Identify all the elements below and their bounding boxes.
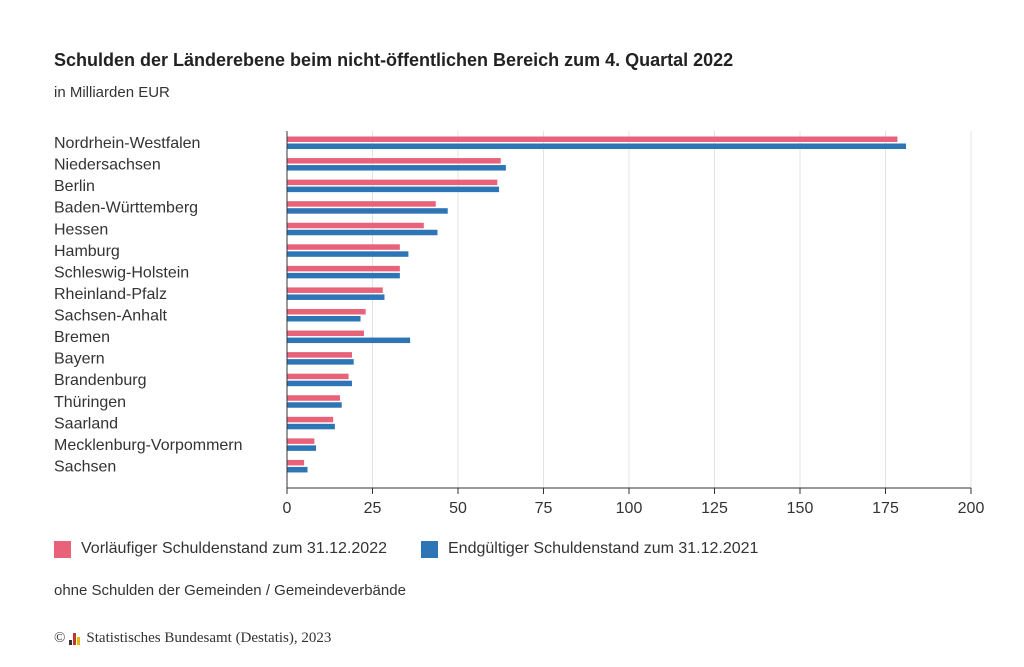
bar-2022 bbox=[287, 158, 501, 164]
bar-2021 bbox=[287, 143, 907, 149]
category-label: Rheinland-Pfalz bbox=[54, 286, 167, 303]
category-label: Saarland bbox=[54, 415, 118, 432]
x-tick-label: 150 bbox=[787, 500, 814, 517]
category-label: Bayern bbox=[54, 351, 105, 368]
x-tick-label: 0 bbox=[283, 500, 292, 517]
legend-label-2022: Vorläufiger Schuldenstand zum 31.12.2022 bbox=[81, 540, 387, 557]
bar-2022 bbox=[287, 395, 341, 401]
bar-2021 bbox=[287, 359, 354, 365]
x-tick-label: 25 bbox=[364, 500, 382, 517]
x-tick-label: 50 bbox=[449, 500, 467, 517]
bar-2021 bbox=[287, 466, 308, 473]
bar-2021 bbox=[287, 251, 409, 257]
bar-2022 bbox=[287, 265, 400, 272]
bar-2021 bbox=[287, 229, 438, 236]
category-label: Niedersachsen bbox=[54, 157, 161, 174]
bar-2022 bbox=[287, 201, 436, 207]
bar-chart: Nordrhein-Westfalen Niedersachsen Berlin Ba… bbox=[54, 131, 985, 517]
source-line: © Statistisches Bundesamt (Destatis), 20… bbox=[54, 630, 331, 647]
category-label: Brandenburg bbox=[54, 372, 147, 389]
legend: Vorläufiger Schuldenstand zum 31.12.2022… bbox=[54, 540, 792, 558]
legend-swatch-2022 bbox=[54, 540, 71, 558]
chart-title: Schulden der Länderebene beim nicht-öffe… bbox=[54, 50, 734, 70]
category-label: Nordrhein-Westfalen bbox=[54, 135, 200, 152]
bar-2022 bbox=[287, 136, 898, 142]
bar-2021 bbox=[287, 337, 411, 344]
bar-2022 bbox=[287, 244, 400, 250]
legend-swatch-2021 bbox=[421, 540, 438, 558]
source-text: Statistisches Bundesamt (Destatis), 2023 bbox=[86, 630, 332, 646]
category-label: Hamburg bbox=[54, 243, 120, 260]
legend-label-2021: Endgültiger Schuldenstand zum 31.12.2021 bbox=[448, 540, 759, 557]
category-label: Berlin bbox=[54, 178, 95, 195]
bar-2021 bbox=[287, 272, 400, 279]
footnote: ohne Schulden der Gemeinden / Gemeindeve… bbox=[54, 582, 406, 599]
x-tick-label: 200 bbox=[958, 500, 985, 517]
legend-item-2021[interactable]: Endgültiger Schuldenstand zum 31.12.2021 bbox=[421, 540, 758, 558]
category-label: Hessen bbox=[54, 221, 108, 238]
category-label: Mecklenburg-Vorpommern bbox=[54, 437, 243, 454]
bar-2021 bbox=[287, 186, 500, 193]
category-label: Thüringen bbox=[54, 394, 126, 411]
bar-2022 bbox=[287, 330, 364, 337]
bar-2022 bbox=[287, 438, 315, 444]
bar-2022 bbox=[287, 459, 305, 466]
destatis-logo-icon bbox=[69, 632, 81, 645]
category-label: Bremen bbox=[54, 329, 110, 346]
bar-2022 bbox=[287, 309, 366, 315]
category-label: Sachsen-Anhalt bbox=[54, 308, 168, 325]
bar-2021 bbox=[287, 165, 506, 171]
bar-2022 bbox=[287, 179, 498, 186]
bar-2022 bbox=[287, 287, 383, 293]
bar-2021 bbox=[287, 380, 352, 387]
x-tick-label: 175 bbox=[872, 500, 899, 517]
bar-2022 bbox=[287, 352, 352, 358]
bar-2021 bbox=[287, 294, 385, 300]
x-tick-label: 125 bbox=[701, 500, 728, 517]
bar-2022 bbox=[287, 373, 349, 380]
x-tick-label: 75 bbox=[535, 500, 553, 517]
legend-item-2022[interactable]: Vorläufiger Schuldenstand zum 31.12.2022 bbox=[54, 540, 387, 558]
chart-subtitle: in Milliarden EUR bbox=[54, 84, 170, 101]
bar-2022 bbox=[287, 416, 334, 423]
bar-2022 bbox=[287, 222, 424, 229]
category-label: Sachsen bbox=[54, 458, 116, 475]
bar-2021 bbox=[287, 316, 361, 322]
x-tick-label: 100 bbox=[616, 500, 643, 517]
copyright-symbol: © bbox=[54, 630, 66, 646]
bar-2021 bbox=[287, 402, 342, 408]
category-label: Schleswig-Holstein bbox=[54, 264, 189, 281]
category-label: Baden-Württemberg bbox=[54, 200, 198, 217]
bar-2021 bbox=[287, 208, 448, 214]
bar-2021 bbox=[287, 445, 317, 451]
bar-2021 bbox=[287, 423, 335, 430]
